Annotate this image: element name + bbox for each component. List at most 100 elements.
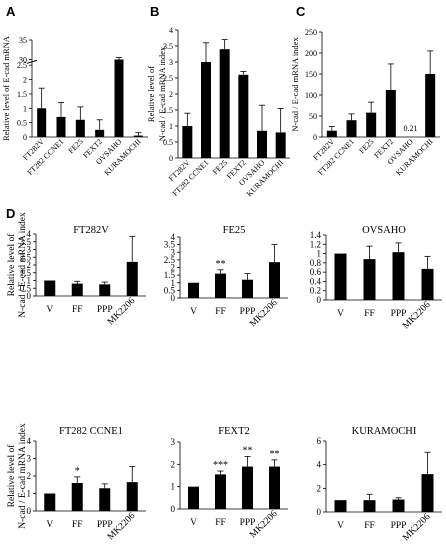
y-tick-label: 0 — [317, 507, 322, 517]
x-tick-label: FF — [72, 520, 83, 530]
bar — [363, 500, 376, 512]
y-tick-label: 0.8 — [310, 258, 322, 268]
significance-label: * — [75, 466, 80, 477]
x-tick-label: FF — [72, 305, 83, 315]
y-tick-label: 2 — [317, 483, 322, 493]
bar — [425, 74, 436, 137]
x-tick-label: V — [190, 307, 197, 317]
x-tick-label: V — [190, 518, 197, 528]
bar — [215, 474, 226, 509]
bar — [44, 280, 56, 296]
bar — [275, 132, 286, 158]
y-axis-label: Relative level of — [6, 444, 17, 508]
y-tick-label: 4 — [27, 436, 32, 446]
y-tick-label: 3.5 — [164, 240, 176, 250]
y-tick-label: 1 — [171, 482, 176, 492]
bar — [363, 259, 376, 300]
bar — [326, 130, 337, 137]
y-axis-label: Relative level of — [6, 233, 17, 297]
bar — [71, 483, 83, 511]
y-tick-label: 1.4 — [310, 230, 322, 240]
bar — [334, 253, 347, 300]
y-tick-label: 2 — [169, 90, 173, 99]
y-tick-label: 6 — [317, 436, 322, 446]
y-tick-label: 1 — [27, 276, 32, 286]
x-tick-label: FF — [364, 521, 375, 531]
y-tick-label: 2.5 — [20, 252, 32, 262]
bar — [182, 126, 193, 158]
charts: Relative level of E-cad mRNA 00.511.522.5… — [1, 26, 442, 543]
y-tick-label: 4 — [27, 229, 32, 239]
significance-label: ** — [216, 259, 226, 270]
y-tick-label: 4 — [169, 26, 173, 35]
chart-title: FEXT2 — [218, 426, 250, 437]
bar — [114, 59, 124, 138]
y-tick-label: 4 — [171, 232, 176, 242]
bar — [37, 108, 47, 137]
y-tick-label: 1 — [171, 278, 176, 288]
bar — [269, 466, 280, 509]
x-tick-label: FF — [215, 518, 226, 528]
y-tick-label: 1.2 — [310, 239, 321, 249]
chart-b: Relative level of N-cad / E-cad mRNA inde… — [146, 26, 290, 198]
x-tick-label: FF — [364, 309, 375, 319]
y-tick-label: 0.6 — [310, 267, 322, 277]
panel-label-d: D — [6, 206, 15, 221]
y-tick-label: 150 — [305, 70, 317, 79]
bar — [242, 466, 253, 509]
chart-title: FE25 — [223, 225, 246, 236]
bar — [188, 282, 199, 298]
bar — [385, 89, 396, 137]
x-tick-label: PPP — [391, 521, 407, 531]
y-tick-label: 0 — [313, 133, 317, 142]
panel-label-b: B — [150, 4, 159, 19]
x-tick-label: PPP — [391, 309, 407, 319]
y-tick-label: 2 — [171, 459, 176, 469]
chart-c: N-cad / E-cad mRNA index050100150200250F… — [290, 28, 440, 177]
x-tick-label: PPP — [97, 520, 113, 530]
y-tick-label: 250 — [305, 28, 317, 37]
y-tick-label: 3.5 — [163, 42, 173, 51]
y-tick-label: 0 — [171, 293, 176, 303]
y-tick-label: 1 — [27, 489, 32, 499]
axis-break-mark — [26, 60, 38, 64]
x-tick-label: PPP — [97, 305, 113, 315]
y-tick-label: 0 — [27, 291, 32, 301]
y-tick-label: 0 — [23, 133, 27, 142]
y-axis-label: Relative level of E-cad mRNA — [1, 35, 11, 141]
x-tick-label: V — [337, 309, 344, 319]
y-tick-label: 3 — [171, 437, 176, 447]
chart-d1: FT282V Relative level of N-cad / E-cad mRN… — [6, 212, 146, 327]
significance-label: *** — [213, 460, 228, 471]
y-tick-label: 4 — [317, 460, 322, 470]
chart-d4: FT282 CCNE1 Relative level of N-cad / E-ca… — [6, 423, 146, 542]
bar — [366, 112, 377, 137]
bar — [75, 119, 85, 137]
bar — [257, 130, 267, 158]
y-tick-label: 0.5 — [17, 119, 27, 128]
chart-title: OVSAHO — [362, 225, 406, 236]
y-tick-label: 0.5 — [20, 283, 32, 293]
y-tick-label: 2 — [171, 263, 176, 273]
y-tick-label: 1.5 — [164, 270, 176, 280]
y-tick-label: 0 — [169, 154, 173, 163]
y-tick-label: 1 — [317, 249, 322, 259]
y-tick-label: 2 — [23, 76, 27, 85]
bar — [188, 486, 199, 509]
y-axis-label: N-cad / E-cad mRNA index — [157, 46, 167, 141]
bar — [219, 49, 230, 159]
bar — [215, 273, 226, 298]
y-tick-label: 2 — [27, 260, 32, 270]
significance-label: ** — [270, 449, 280, 460]
y-tick-label: 0.5 — [164, 285, 176, 295]
y-axis-label: N-cad / E-cad mRNA index — [290, 37, 300, 132]
y-tick-label: 0.5 — [163, 138, 173, 147]
y-tick-label: 0 — [171, 504, 176, 514]
panel-label-a: A — [6, 4, 16, 19]
y-tick-label: 1.5 — [17, 90, 27, 99]
bar — [242, 279, 253, 298]
y-tick-label: 3.5 — [20, 237, 32, 247]
